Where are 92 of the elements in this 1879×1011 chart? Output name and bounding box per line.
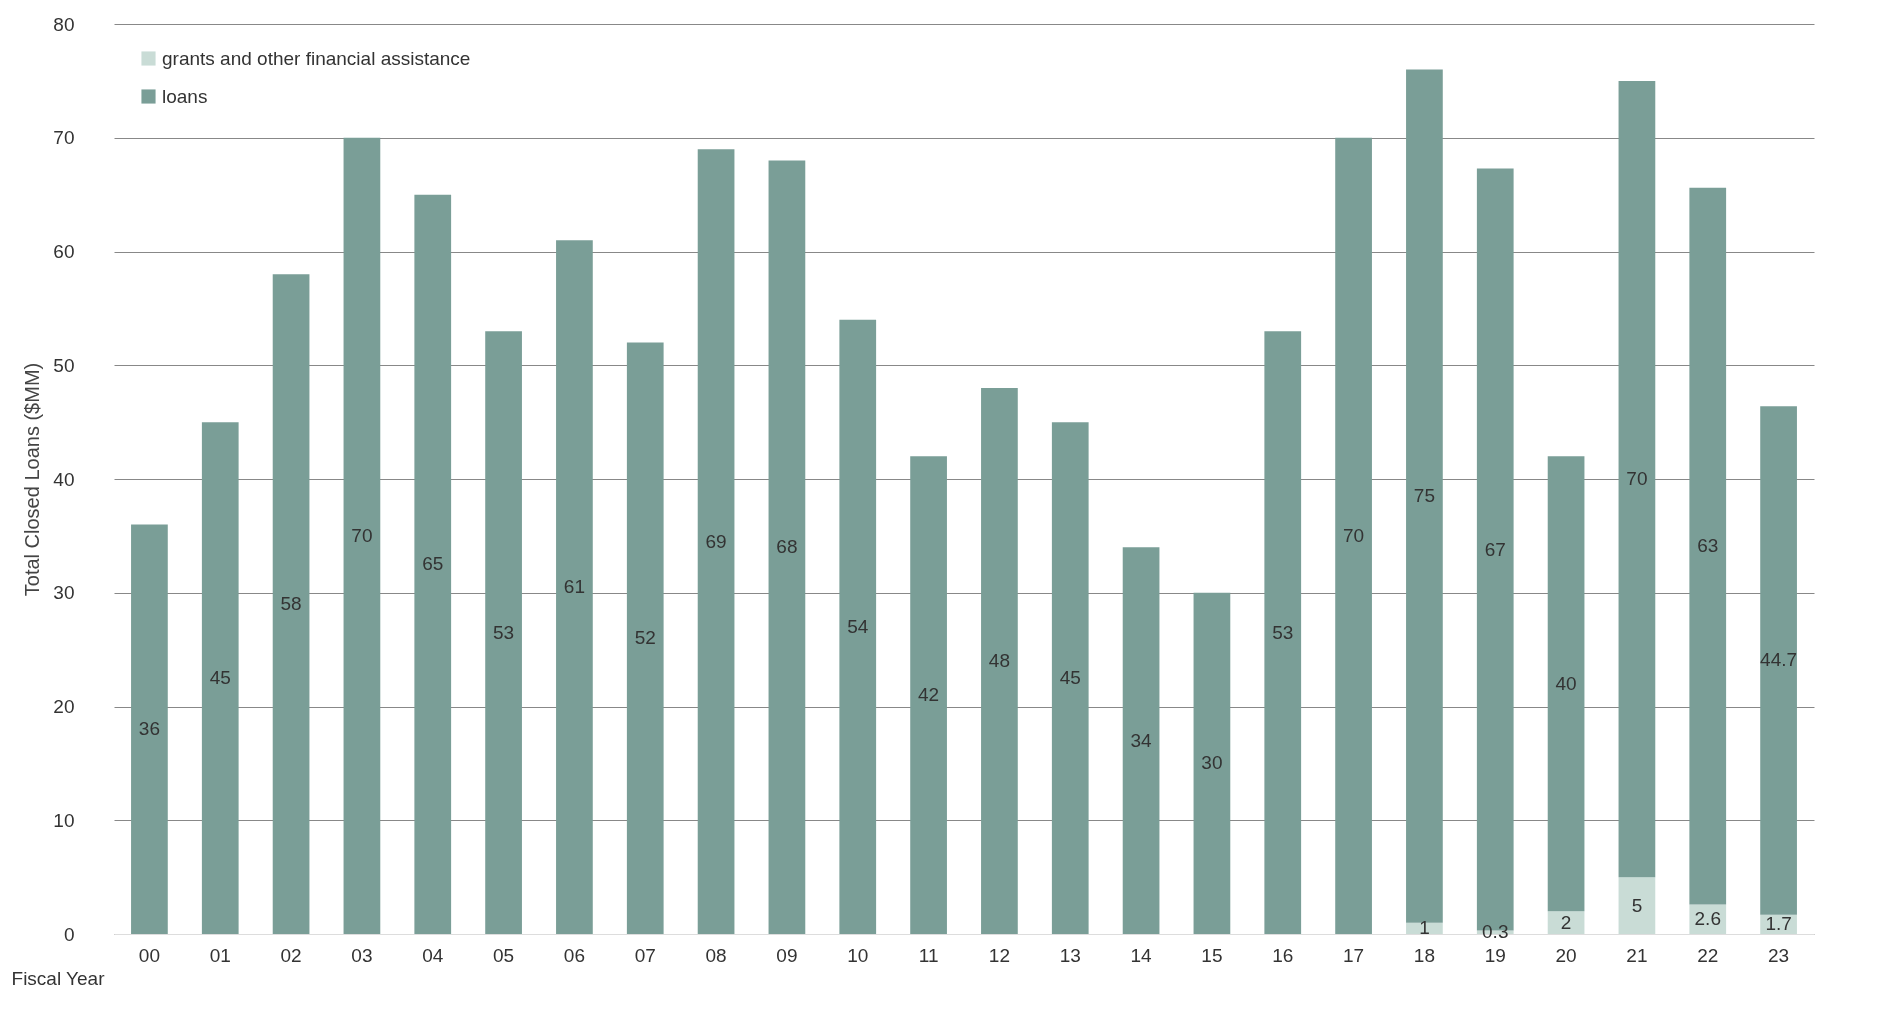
data-label: 70 (1343, 524, 1365, 546)
data-label: 69 (705, 530, 727, 552)
x-tick-label: 10 (847, 944, 869, 966)
bar (1193, 592, 1231, 934)
data-label: 34 (1130, 729, 1153, 751)
data-label: 75 (1413, 485, 1435, 507)
x-tick-label: 22 (1697, 944, 1719, 966)
data-label: 67 (1484, 538, 1506, 560)
bar (201, 422, 239, 934)
bar (485, 331, 522, 934)
bar (1689, 187, 1727, 905)
y-tick-label: 70 (53, 127, 75, 149)
bar (1547, 456, 1585, 912)
x-tick-label: 14 (1130, 944, 1153, 966)
bar (1618, 877, 1656, 934)
x-tick-label: 02 (280, 944, 302, 966)
x-tick-label: 17 (1343, 944, 1365, 966)
bar (1618, 80, 1656, 878)
data-label: 40 (1555, 672, 1577, 694)
x-tick-label: 04 (422, 944, 444, 966)
bar (131, 524, 168, 934)
data-label: 70 (1626, 468, 1648, 489)
bar (414, 194, 452, 934)
data-label: 42 (918, 684, 940, 706)
bar (1264, 331, 1302, 934)
data-label: 48 (988, 650, 1010, 671)
data-label: 45 (1059, 667, 1081, 689)
y-tick-label: 50 (53, 354, 75, 376)
data-label: 44.7 (1760, 649, 1798, 671)
x-tick-label: 18 (1413, 944, 1435, 966)
x-tick-label: 23 (1768, 944, 1790, 966)
data-label: 2 (1560, 911, 1572, 933)
x-axis-title: Fiscal Year (11, 967, 106, 989)
y-tick-label: 10 (53, 809, 75, 831)
bar (1335, 137, 1372, 934)
bar (1122, 547, 1160, 934)
data-label: 54 (847, 615, 869, 637)
bar (1051, 422, 1089, 934)
data-label: 52 (634, 627, 656, 649)
legend-label: grants and other financial assistance (162, 47, 471, 69)
x-tick-label: 06 (563, 944, 585, 966)
bar (839, 319, 877, 934)
x-tick-label: 00 (138, 944, 160, 966)
y-tick-label: 60 (53, 241, 75, 262)
data-label: 0.3 (1482, 921, 1509, 943)
data-label: 58 (280, 593, 302, 615)
bar (1406, 69, 1443, 923)
x-tick-label: 13 (1059, 944, 1081, 966)
bar (1760, 406, 1797, 915)
data-label: 45 (209, 667, 231, 689)
bar (981, 388, 1018, 934)
bar (272, 274, 310, 934)
y-tick-label: 0 (63, 923, 75, 945)
x-tick-label: 12 (988, 944, 1010, 966)
data-label: 53 (493, 621, 515, 643)
bar (343, 137, 381, 934)
x-tick-label: 08 (705, 944, 727, 966)
data-label: 1.7 (1765, 913, 1792, 935)
data-label: 30 (1201, 752, 1223, 774)
data-label: 63 (1697, 535, 1719, 557)
bar (697, 149, 735, 934)
y-axis-title: Total Closed Loans ($MM) (21, 362, 44, 597)
bar (626, 342, 664, 934)
x-tick-label: 21 (1626, 944, 1648, 966)
x-tick-label: 07 (634, 944, 656, 966)
data-label: 61 (563, 576, 585, 598)
y-tick-label: 80 (53, 13, 75, 35)
x-tick-label: 05 (493, 944, 515, 966)
x-tick-label: 03 (351, 944, 373, 966)
bar (1547, 911, 1585, 934)
data-label: 65 (422, 553, 444, 575)
bar (910, 456, 947, 934)
x-tick-label: 09 (776, 944, 798, 966)
x-tick-label: 01 (209, 944, 231, 966)
legend-label: loans (162, 85, 208, 107)
x-tick-label: 15 (1201, 944, 1223, 966)
x-tick-label: 20 (1555, 944, 1577, 966)
data-label: 53 (1272, 621, 1294, 643)
x-tick-label: 16 (1272, 944, 1294, 966)
data-label: 70 (351, 524, 373, 546)
y-tick-label: 40 (53, 468, 75, 490)
data-label: 68 (776, 536, 798, 558)
data-label: 2.6 (1694, 908, 1721, 930)
x-tick-label: 19 (1484, 944, 1506, 966)
data-label: 36 (138, 718, 160, 740)
y-tick-label: 20 (53, 696, 75, 717)
x-tick-label: 11 (918, 944, 939, 966)
y-tick-label: 30 (53, 582, 75, 604)
data-label: 1 (1419, 917, 1430, 939)
bar (556, 240, 593, 934)
bar (768, 160, 806, 934)
data-label: 5 (1631, 894, 1643, 916)
